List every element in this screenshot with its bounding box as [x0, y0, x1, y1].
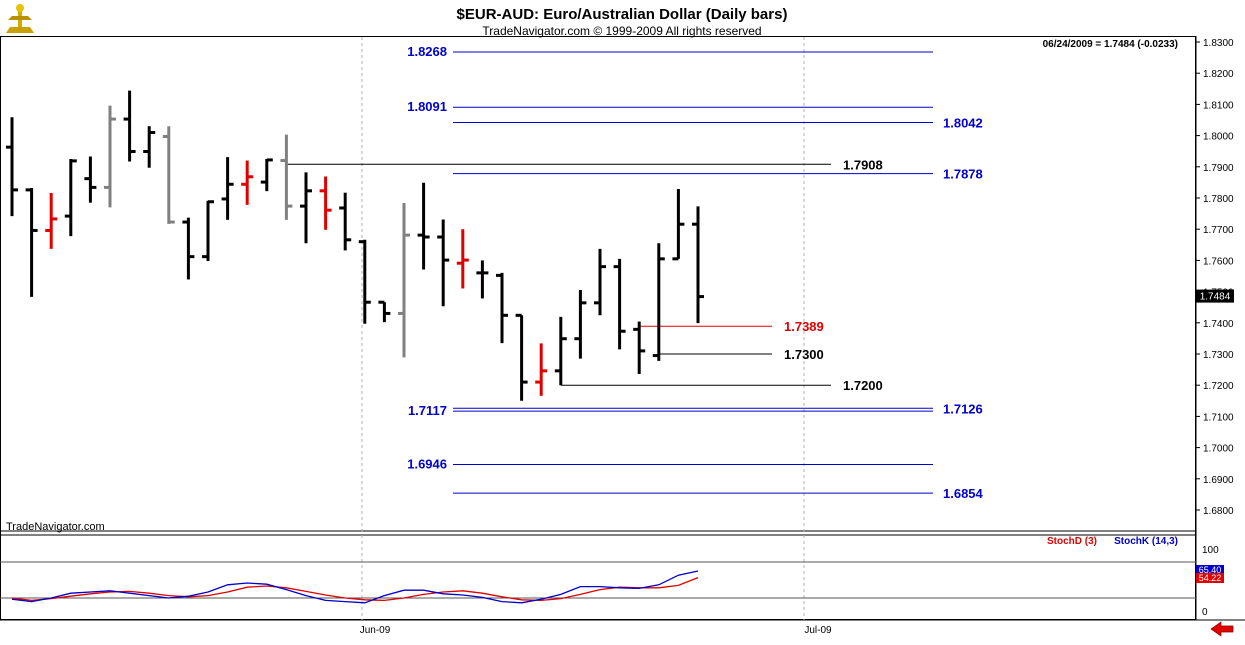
ohlc-bar	[339, 192, 352, 251]
chart-subtitle: TradeNavigator.com © 1999-2009 All right…	[482, 24, 761, 38]
price-tick-label: 1.7600	[1203, 256, 1234, 267]
ohlc-bar	[594, 248, 606, 316]
ohlc-bar	[202, 200, 214, 262]
support-level-label: 1.7300	[784, 347, 824, 362]
price-tick-label: 1.8300	[1203, 38, 1234, 49]
ohlc-bar	[64, 159, 77, 237]
chart-title: $EUR-AUD: Euro/Australian Dollar (Daily …	[457, 6, 788, 23]
ohlc-bar	[398, 202, 410, 358]
fib-level-label: 1.8268	[407, 44, 447, 59]
fib-level-label: 1.8042	[943, 115, 983, 130]
ohlc-bar	[437, 219, 450, 307]
ohlc-bar	[123, 90, 136, 162]
logo-icon	[6, 4, 34, 33]
stoch-axis-tick-0: 0	[1202, 607, 1208, 618]
stoch-series-line	[11, 576, 699, 602]
ohlc-bar	[84, 156, 97, 203]
ohlc-bar	[45, 193, 58, 249]
price-tick-label: 1.7400	[1203, 319, 1234, 330]
ohlc-bar	[535, 343, 548, 396]
ohlc-bar	[300, 172, 312, 244]
ohlc-bar	[613, 258, 626, 350]
fib-level-label: 1.6946	[407, 456, 447, 471]
stoch-series-line	[11, 570, 699, 604]
plot-border	[0, 36, 1196, 620]
ohlc-bar	[692, 206, 704, 324]
ohlc-bar	[241, 160, 254, 205]
price-tick-label: 1.6900	[1203, 475, 1234, 486]
ohlc-bar	[496, 272, 508, 344]
key-level-label: 1.7389	[784, 319, 824, 334]
stoch-k-value-tag	[1196, 565, 1224, 575]
ohlc-bar	[476, 260, 489, 299]
stoch-d-legend: StochD (3)	[1047, 536, 1097, 547]
ohlc-bar	[143, 126, 156, 168]
stoch-d-value-tag	[1196, 573, 1224, 583]
ohlc-bar	[378, 300, 391, 323]
ohlc-bars	[6, 90, 704, 401]
ohlc-bar	[260, 158, 273, 192]
ohlc-bar	[515, 313, 528, 401]
price-tick-label: 1.7200	[1203, 381, 1234, 392]
price-tick-label: 1.8200	[1203, 69, 1234, 80]
scroll-left-icon[interactable]	[1207, 621, 1237, 638]
stoch-axis-tick-100: 100	[1202, 545, 1219, 556]
ohlc-bar	[221, 157, 234, 220]
price-axis-panel	[1196, 0, 1245, 640]
watermark-label: TradeNavigator.com	[6, 521, 105, 533]
level-lines: 1.8268 1.8091 1.8042 1.7878 1.7117 1.7126 1.69…	[286, 44, 984, 501]
ohlc-bar	[574, 290, 587, 359]
ohlc-bar	[319, 176, 332, 230]
ohlc-bar	[633, 321, 646, 374]
stoch-d-value: 54.22	[1199, 573, 1222, 583]
stoch-k-legend: StochK (14,3)	[1114, 536, 1178, 547]
fib-level-label: 1.8091	[407, 99, 447, 114]
last-bar-info: 06/24/2009 = 1.7484 (-0.0233)	[1043, 39, 1178, 50]
fib-level-label: 1.7878	[943, 167, 983, 182]
price-tick-label: 1.7800	[1203, 194, 1234, 205]
ohlc-bar	[456, 229, 469, 289]
x-tick-label: Jun-09	[360, 625, 391, 636]
price-tick-label: 1.8100	[1203, 100, 1234, 111]
ohlc-bar	[554, 316, 567, 386]
price-tick-label: 1.7900	[1203, 163, 1234, 174]
ohlc-bar	[162, 126, 175, 224]
last-price-value: 1.7484	[1200, 292, 1231, 303]
fib-level-label: 1.7117	[408, 403, 447, 418]
last-price-tag	[1196, 289, 1234, 303]
ohlc-bar	[6, 117, 18, 217]
price-tick-label: 1.7300	[1203, 350, 1234, 361]
support-level-label: 1.7200	[843, 378, 883, 393]
price-tick-label: 1.7000	[1203, 444, 1234, 455]
x-tick-label: Jul-09	[804, 625, 832, 636]
price-tick-label: 1.8000	[1203, 132, 1234, 143]
price-tick-label: 1.7100	[1203, 412, 1234, 423]
fib-level-label: 1.6854	[943, 486, 984, 501]
ohlc-bar	[672, 188, 685, 261]
stoch-k-value: 65.40	[1199, 565, 1222, 575]
ohlc-bar	[104, 105, 116, 208]
ohlc-bar	[417, 182, 430, 270]
ohlc-bar	[182, 217, 195, 280]
support-level-label: 1.7908	[843, 157, 883, 172]
price-axis-ticks: 1.8300 1.8200 1.8100 1.8000 1.7900 1.7800 1.77…	[1196, 38, 1234, 517]
ohlc-bar	[280, 134, 293, 220]
fib-level-label: 1.7126	[943, 401, 983, 416]
ohlc-bar	[358, 239, 371, 324]
ohlc-bar	[25, 188, 38, 297]
price-tick-label: 1.6800	[1203, 506, 1234, 517]
ohlc-bar	[652, 243, 665, 361]
stochastic-panel	[0, 561, 1196, 604]
price-tick-label: 1.7700	[1203, 225, 1234, 236]
